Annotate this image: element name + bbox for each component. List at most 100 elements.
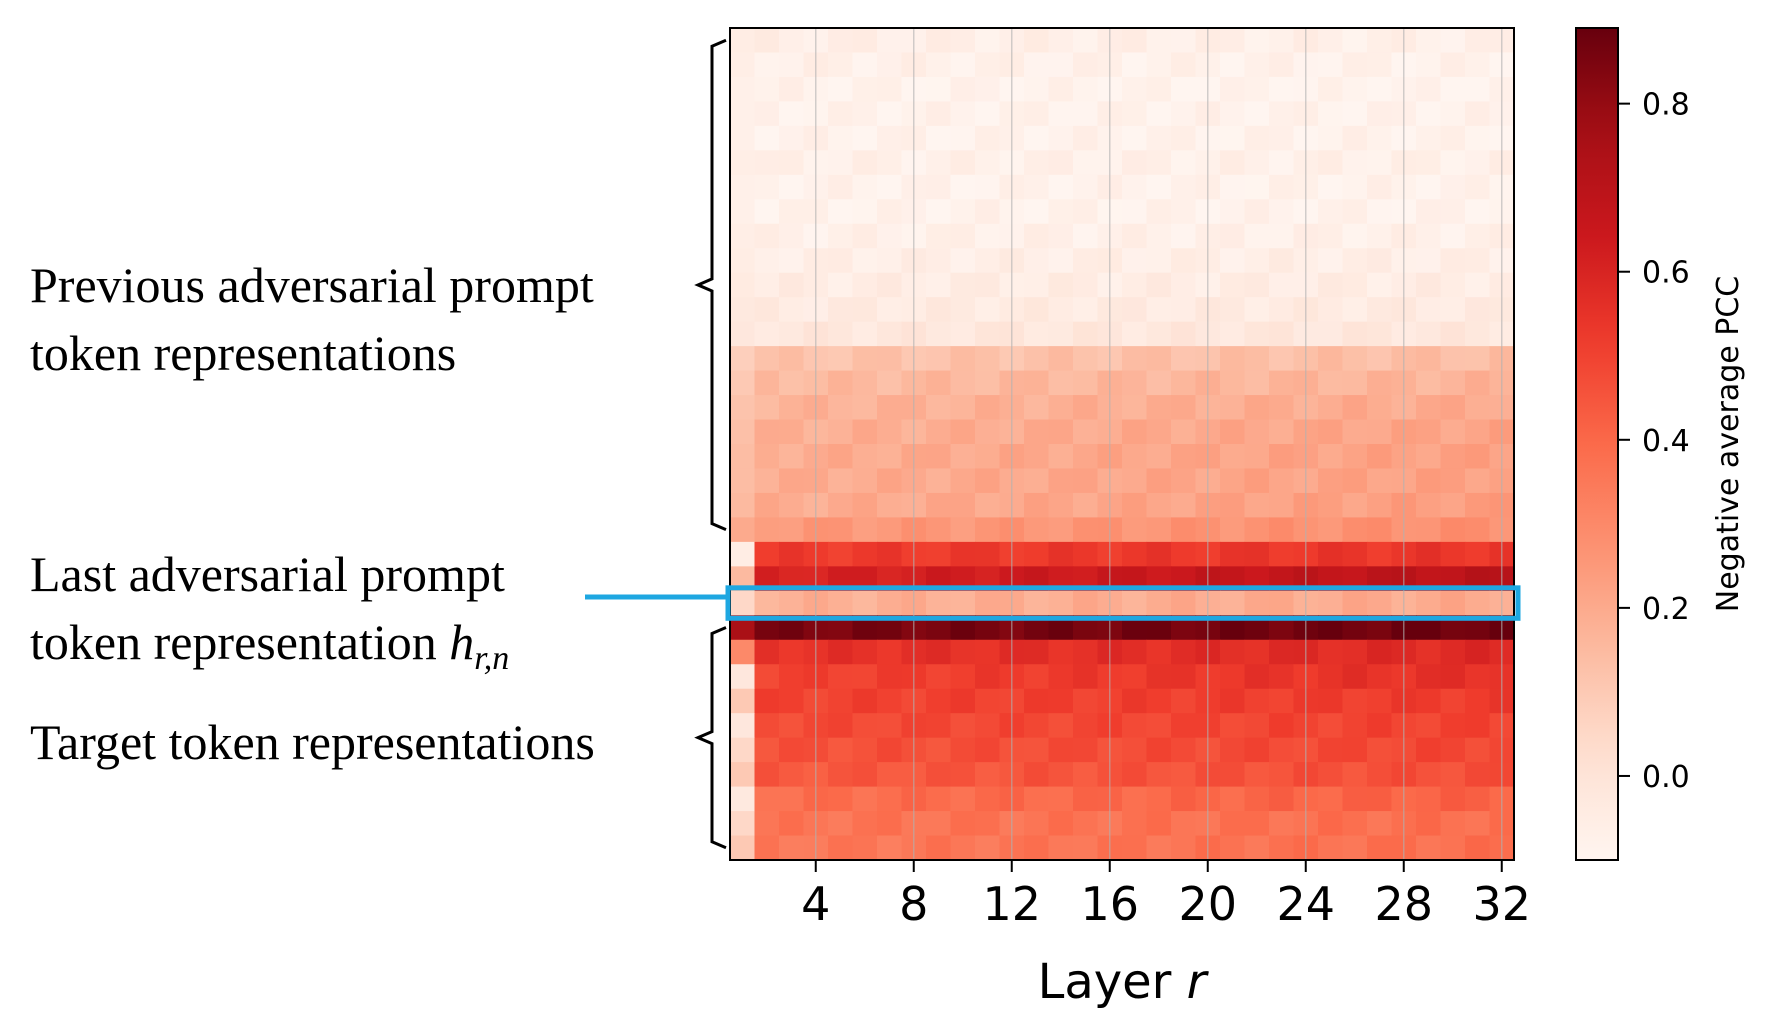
heatmap-cell (754, 321, 780, 347)
heatmap-cell (828, 639, 854, 665)
heatmap-cell (1465, 125, 1491, 151)
heatmap-cell (877, 272, 903, 298)
heatmap-cell (828, 492, 854, 519)
heatmap-cell (1318, 444, 1344, 470)
heatmap-cell (1024, 248, 1050, 274)
heatmap-cell (1220, 786, 1246, 812)
heatmap-cell (1367, 835, 1393, 861)
heatmap-cell (975, 321, 1001, 347)
heatmap-cell (852, 346, 878, 372)
heatmap-cell (1073, 664, 1099, 690)
heatmap-cell (1465, 811, 1491, 837)
heatmap-cell (1024, 223, 1050, 249)
heatmap-cell (1171, 395, 1197, 421)
heatmap-cell (1073, 248, 1099, 274)
heatmap-cell (1024, 346, 1050, 372)
heatmap-cell (1122, 76, 1148, 103)
heatmap-cell (1318, 395, 1344, 421)
heatmap-cell (1416, 811, 1442, 837)
heatmap-cell (877, 835, 903, 861)
heatmap-cell (1122, 101, 1148, 127)
heatmap-cell (926, 737, 952, 763)
heatmap-cell (852, 76, 878, 103)
heatmap-cell (852, 762, 878, 788)
heatmap-cell (1416, 419, 1442, 445)
heatmap-cell (1342, 150, 1368, 176)
heatmap-cell (1073, 811, 1099, 837)
heatmap-cell (1342, 737, 1368, 763)
heatmap-cell (1171, 199, 1197, 225)
heatmap-cell (1220, 639, 1246, 665)
heatmap-cell (1465, 737, 1491, 763)
heatmap-cell (852, 811, 878, 837)
heatmap-cell (730, 468, 756, 494)
heatmap-cell (975, 52, 1001, 78)
heatmap-cell (754, 419, 780, 445)
heatmap-cell (779, 272, 805, 298)
heatmap-cell (975, 199, 1001, 225)
heatmap-cell (1416, 346, 1442, 372)
heatmap-cell (754, 346, 780, 372)
heatmap-cell (1244, 199, 1270, 225)
heatmap-cell (779, 76, 805, 103)
heatmap-cell (852, 28, 878, 54)
colorbar-ticks: 0.0 0.2 0.4 0.6 0.8 (1618, 88, 1690, 795)
heatmap-cell (852, 174, 878, 200)
heatmap-cell (950, 468, 976, 494)
heatmap-cell (828, 125, 854, 151)
heatmap-cell (1073, 150, 1099, 176)
heatmap-cell (1269, 395, 1295, 421)
heatmap-cell (1244, 223, 1270, 249)
heatmap-cell (852, 101, 878, 127)
heatmap-cell (926, 76, 952, 103)
heatmap-cell (1048, 248, 1074, 274)
heatmap-cell (975, 639, 1001, 665)
heatmap-cell (730, 688, 756, 714)
heatmap-cell (1073, 468, 1099, 494)
heatmap-cell (1048, 688, 1074, 714)
heatmap-cell (1122, 125, 1148, 151)
heatmap-cell (1073, 297, 1099, 323)
heatmap-cell (779, 248, 805, 274)
heatmap-cell (1318, 762, 1344, 788)
heatmap-cell (926, 713, 952, 739)
heatmap-cell (754, 517, 780, 543)
heatmap-cell (828, 395, 854, 421)
heatmap-cell (1146, 737, 1172, 763)
heatmap-cell (1048, 125, 1074, 151)
heatmap-cell (1440, 590, 1466, 616)
heatmap-cell (877, 346, 903, 372)
heatmap-cell (852, 223, 878, 249)
heatmap-cell (1220, 76, 1246, 103)
x-axis-label: Layer r (1038, 954, 1210, 1010)
heatmap-cell (877, 297, 903, 323)
heatmap-cell (1318, 125, 1344, 151)
heatmap-cell (1048, 737, 1074, 763)
heatmap-cell (877, 101, 903, 127)
heatmap-cell (950, 346, 976, 372)
heatmap-cell (754, 762, 780, 788)
heatmap-cell (1048, 52, 1074, 78)
heatmap-cell (1024, 835, 1050, 861)
previous-label-line-2: token representations (30, 325, 457, 381)
heatmap-cell (828, 150, 854, 176)
x-tick-label: 16 (1080, 877, 1139, 931)
heatmap-cell (1416, 52, 1442, 78)
heatmap-cell (1146, 835, 1172, 861)
heatmap-cell (1342, 468, 1368, 494)
heatmap-cell (1367, 223, 1393, 249)
heatmap-cell (730, 199, 756, 225)
heatmap-cell (779, 297, 805, 323)
heatmap-cell (877, 762, 903, 788)
heatmap-cell (975, 835, 1001, 861)
heatmap-cell (1318, 492, 1344, 519)
heatmap-cell (1465, 174, 1491, 200)
heatmap-cell (1342, 297, 1368, 323)
heatmap-cell (754, 786, 780, 812)
heatmap-cell (852, 517, 878, 543)
heatmap-cell (975, 101, 1001, 127)
last-label-line-2: token representation hr,n (30, 614, 510, 677)
heatmap-cell (1048, 468, 1074, 494)
heatmap-cell (1024, 199, 1050, 225)
heatmap-cell (1269, 688, 1295, 714)
